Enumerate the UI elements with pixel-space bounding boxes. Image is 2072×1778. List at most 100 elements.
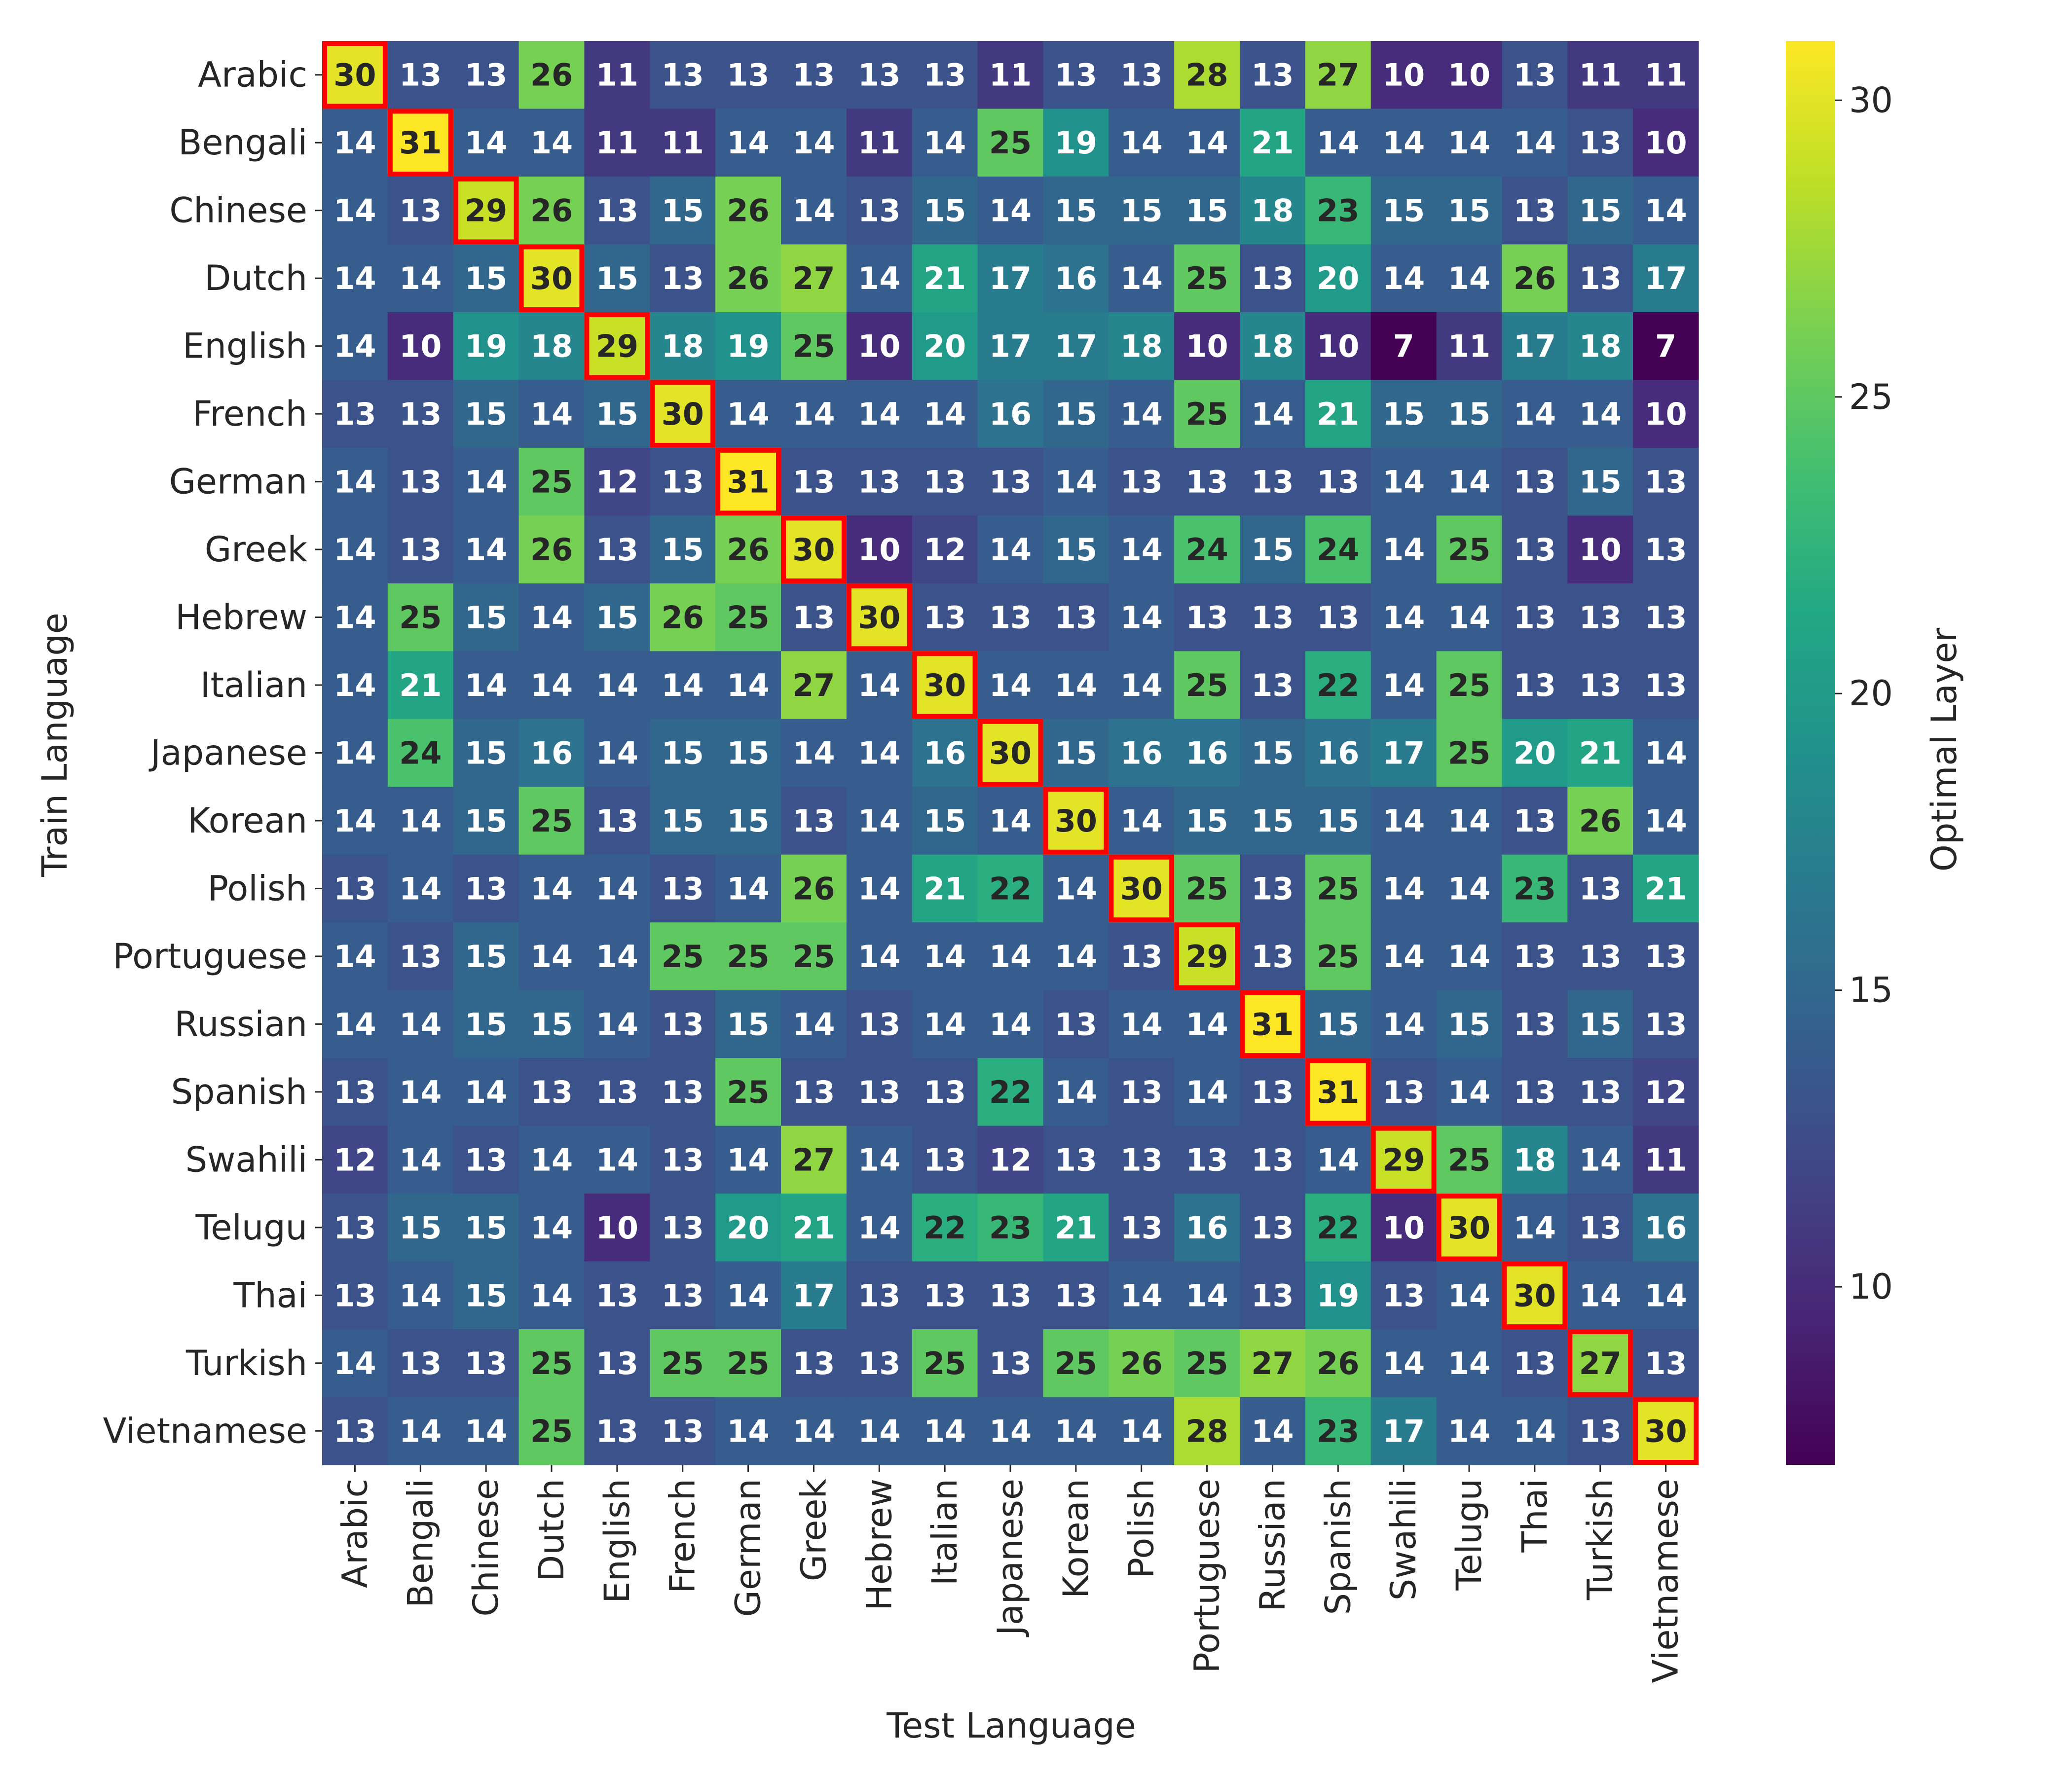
cell-german-spanish: [1305, 447, 1371, 516]
cell-label: 13: [1579, 125, 1622, 161]
cell-vietnamese-greek: [781, 1397, 847, 1465]
cell-arabic-turkish: [1567, 41, 1633, 109]
cell-portuguese-spanish: [1305, 922, 1371, 991]
cell-label: 13: [1644, 464, 1687, 500]
cell-label: 14: [596, 939, 638, 975]
cell-label: 14: [465, 667, 507, 703]
cell-portuguese-bengali: [387, 922, 454, 991]
cell-label: 15: [1448, 396, 1490, 432]
cell-label: 14: [1448, 1277, 1490, 1313]
cell-label: 25: [792, 328, 835, 364]
cell-arabic-portuguese: [1174, 41, 1240, 109]
cell-label: 28: [1185, 57, 1228, 93]
cell-italian-telugu: [1436, 651, 1503, 720]
cell-vietnamese-turkish: [1567, 1397, 1633, 1465]
cell-arabic-polish: [1109, 41, 1175, 109]
cell-label: 14: [1120, 260, 1163, 296]
x-tick-label-spanish: Spanish: [1318, 1479, 1358, 1615]
cell-italian-portuguese: [1174, 651, 1240, 720]
x-tick-label-thai: Thai: [1515, 1479, 1555, 1553]
cell-label: 14: [924, 1413, 966, 1449]
diagonal-highlight-box: [584, 312, 650, 380]
cell-label: 22: [989, 1074, 1032, 1110]
cell-portuguese-vietnamese: [1633, 922, 1699, 991]
cell-japanese-bengali: [387, 719, 454, 787]
cell-russian-hebrew: [846, 990, 913, 1058]
y-tick-label-hebrew: Hebrew: [175, 597, 307, 638]
cell-label: 14: [989, 1413, 1032, 1449]
cell-label: 12: [924, 532, 966, 568]
cell-polish-dutch: [518, 854, 585, 923]
cell-label: 13: [1644, 600, 1687, 636]
cell-label: 15: [1185, 803, 1228, 839]
cell-hebrew-hebrew: [846, 583, 913, 652]
cell-label: 13: [989, 1345, 1032, 1381]
cell-arabic-russian: [1240, 41, 1306, 109]
cell-korean-thai: [1502, 787, 1568, 855]
cell-spanish-spanish: [1305, 1058, 1371, 1126]
cell-label: 10: [1448, 57, 1490, 93]
cell-label: 14: [530, 1210, 573, 1246]
cell-greek-bengali: [387, 515, 454, 584]
cell-french-telugu: [1436, 380, 1503, 448]
cell-label: 13: [333, 396, 376, 432]
cell-label: 7: [1655, 328, 1676, 364]
cell-label: 26: [530, 193, 573, 229]
cell-vietnamese-dutch: [518, 1397, 585, 1465]
cell-bengali-polish: [1109, 109, 1175, 177]
cell-label: 13: [399, 939, 442, 975]
cell-label: 13: [662, 1142, 704, 1178]
cell-greek-greek: [781, 515, 847, 584]
cell-label: 13: [662, 871, 704, 907]
cell-russian-spanish: [1305, 990, 1371, 1058]
cell-hebrew-russian: [1240, 583, 1306, 652]
cell-bengali-german: [715, 109, 781, 177]
cell-chinese-bengali: [387, 176, 454, 245]
y-tick-label-greek: Greek: [205, 529, 308, 570]
cell-label: 14: [1317, 1142, 1359, 1178]
cell-label: 13: [1251, 600, 1294, 636]
cell-label: 15: [1251, 803, 1294, 839]
cell-label: 13: [1055, 1006, 1097, 1042]
cell-label: 14: [1644, 193, 1687, 229]
cell-label: 13: [858, 1345, 900, 1381]
cell-japanese-thai: [1502, 719, 1568, 787]
x-tick-label-bengali: Bengali: [400, 1479, 441, 1608]
diagonal-highlight-box: [1502, 1261, 1568, 1330]
cell-japanese-swahili: [1370, 719, 1437, 787]
cell-portuguese-chinese: [453, 922, 519, 991]
cell-korean-polish: [1109, 787, 1175, 855]
cell-chinese-spanish: [1305, 176, 1371, 245]
cell-label: 14: [530, 1277, 573, 1313]
cell-italian-hebrew: [846, 651, 913, 720]
cell-telugu-english: [584, 1194, 650, 1262]
cell-label: 15: [465, 803, 507, 839]
cell-portuguese-german: [715, 922, 781, 991]
cell-arabic-italian: [912, 41, 978, 109]
cell-chinese-vietnamese: [1633, 176, 1699, 245]
cell-japanese-telugu: [1436, 719, 1503, 787]
cell-label: 13: [1514, 532, 1556, 568]
cell-vietnamese-chinese: [453, 1397, 519, 1465]
cell-label: 15: [662, 803, 704, 839]
cell-label: 14: [1579, 396, 1622, 432]
cell-telugu-thai: [1502, 1194, 1568, 1262]
diagonal-highlight-box: [1109, 854, 1175, 923]
cell-label: 15: [662, 735, 704, 771]
cell-label: 10: [858, 328, 900, 364]
cell-label: 21: [924, 260, 966, 296]
cell-greek-english: [584, 515, 650, 584]
cell-english-greek: [781, 312, 847, 380]
cell-hebrew-french: [650, 583, 716, 652]
cell-label: 20: [1317, 260, 1359, 296]
cell-label: 14: [530, 939, 573, 975]
cell-vietnamese-telugu: [1436, 1397, 1503, 1465]
cell-label: 18: [1251, 328, 1294, 364]
cell-vietnamese-polish: [1109, 1397, 1175, 1465]
cell-label: 14: [1514, 1413, 1556, 1449]
cell-spanish-arabic: [322, 1058, 388, 1126]
cell-label: 13: [858, 57, 900, 93]
cell-german-telugu: [1436, 447, 1503, 516]
colorbar-ticks: 10 15 20 25 30: [1835, 80, 1893, 1307]
cell-label: 15: [1579, 1006, 1622, 1042]
